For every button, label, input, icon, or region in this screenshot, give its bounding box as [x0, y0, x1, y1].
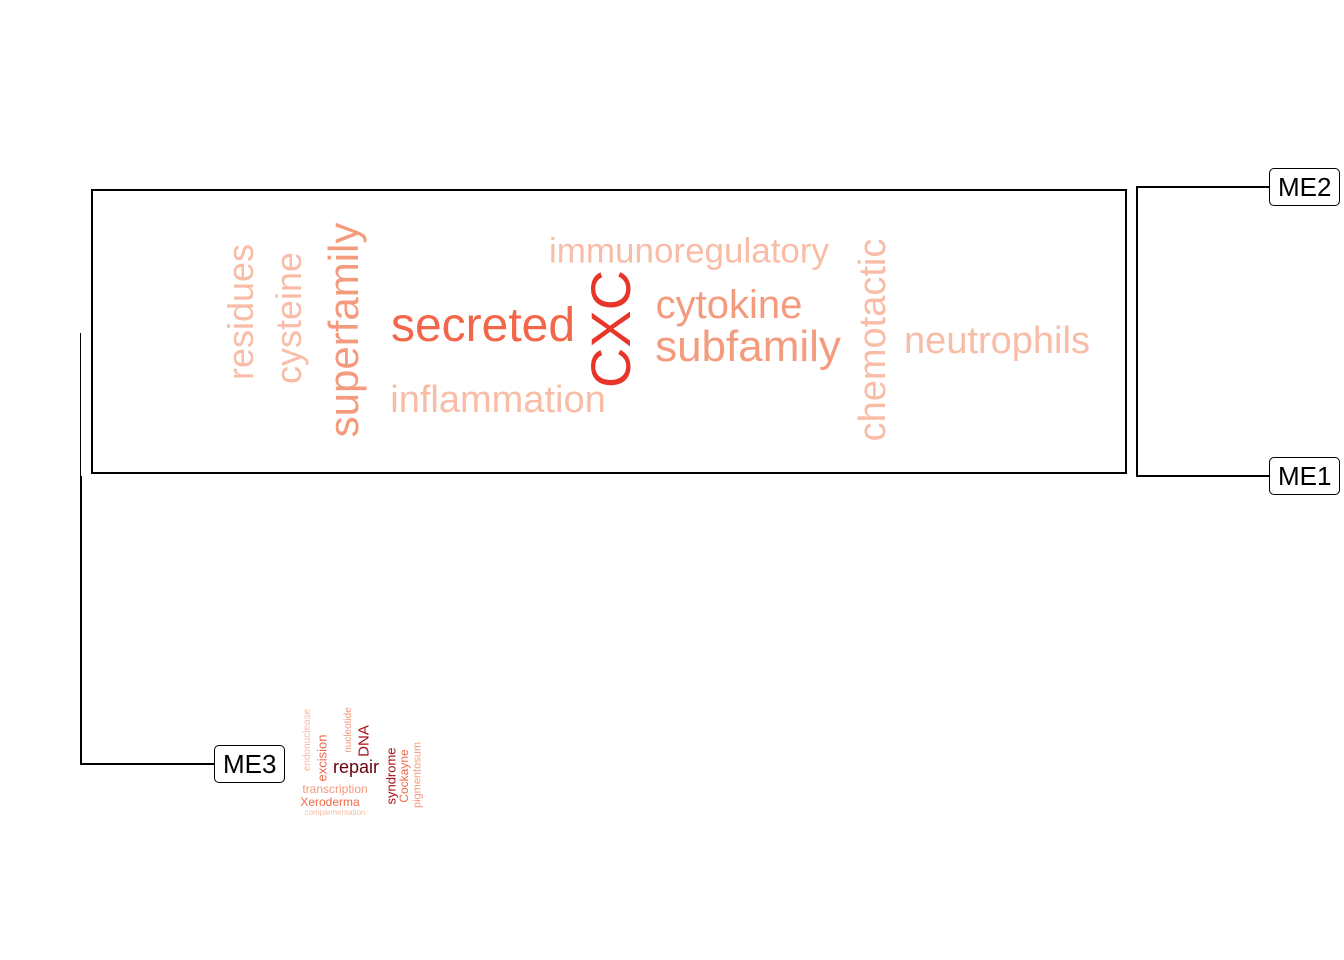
wordcloud-frame: [91, 189, 1127, 474]
tree-vertical-left: [80, 476, 82, 765]
node-label-me2[interactable]: ME2: [1269, 168, 1341, 206]
word-immunoregulatory: immunoregulatory: [548, 231, 830, 271]
word-cxc: CXC: [579, 269, 642, 389]
word-excision: excision: [314, 734, 330, 782]
word-inflammation: inflammation: [390, 379, 606, 421]
word-subfamily: subfamily: [655, 322, 841, 371]
node-label-me3[interactable]: ME3: [214, 745, 286, 783]
tree-branch-me3: [80, 763, 215, 765]
word-complementation: complementation: [304, 808, 366, 817]
word-residues: residues: [220, 243, 261, 381]
word-pigmentosum: pigmentosum: [411, 741, 424, 809]
word-secreted: secreted: [390, 299, 576, 352]
word-cockayne: Cockayne: [397, 749, 411, 803]
word-endonuclease: endonuclease: [302, 708, 313, 772]
word-dna: DNA: [355, 725, 373, 757]
word-cysteine: cysteine: [268, 251, 309, 385]
word-chemotactic: chemotactic: [852, 238, 894, 442]
word-superfamily: superfamily: [320, 222, 367, 438]
tree-branch-me2: [1136, 186, 1270, 188]
word-syndrome: syndrome: [383, 747, 399, 805]
word-cytokine: cytokine: [655, 283, 803, 327]
tree-branch-me1: [1136, 475, 1270, 477]
word-xeroderma: Xeroderma: [300, 795, 360, 809]
word-repair: repair: [332, 757, 380, 777]
tree-vertical-right: [1136, 186, 1138, 477]
tree-vertical-left-stub: [80, 333, 81, 476]
word-neutrophils: neutrophils: [904, 320, 1090, 362]
word-nucleotide: nucleotide: [343, 707, 354, 753]
word-transcription: transcription: [302, 782, 368, 796]
node-label-me1[interactable]: ME1: [1269, 457, 1341, 495]
